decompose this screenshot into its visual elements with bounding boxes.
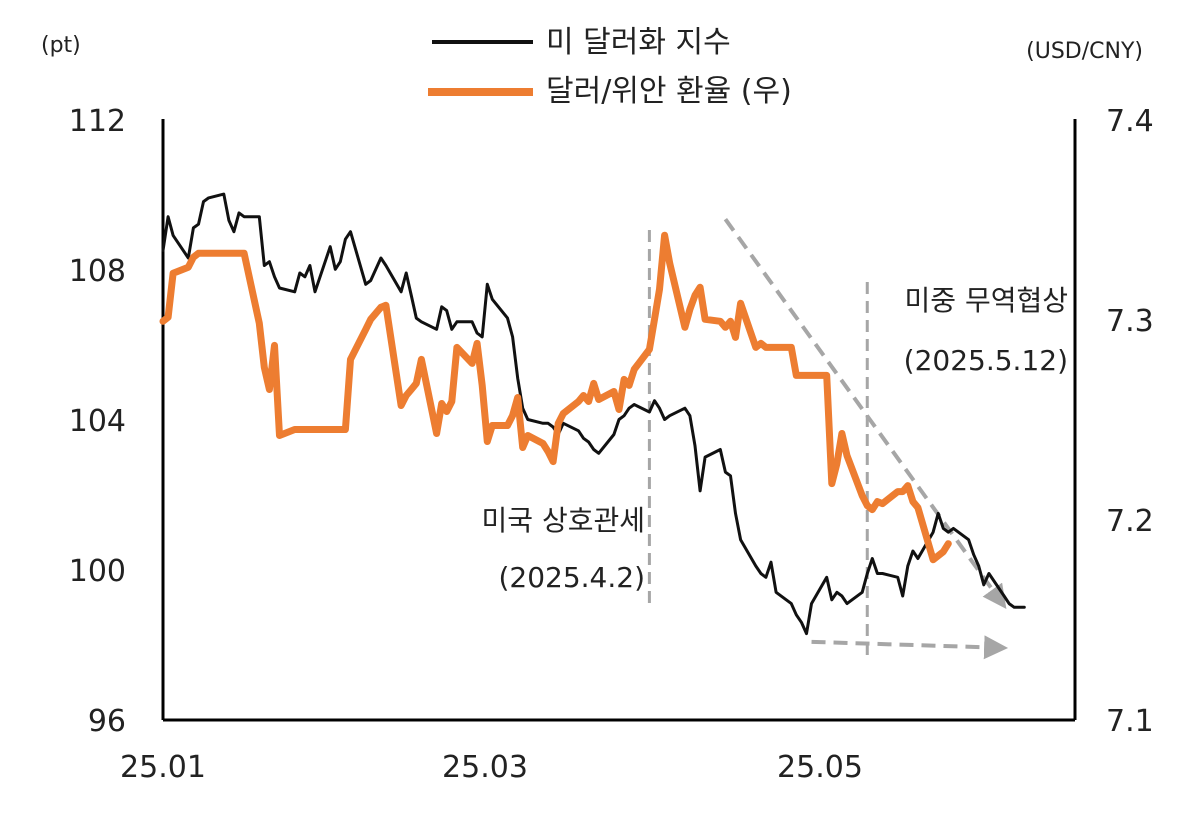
left-axis-unit: (pt) xyxy=(41,33,81,58)
right-axis-unit: (USD/CNY) xyxy=(1026,39,1143,64)
series-layer xyxy=(159,192,1026,636)
x-tick-labels: 25.01 25.03 25.05 xyxy=(120,750,863,785)
x-tick-label: 25.05 xyxy=(777,750,863,785)
right-tick-label: 7.1 xyxy=(1106,704,1154,739)
left-tick-label: 100 xyxy=(69,554,126,589)
legend-label-dxy: 미 달러화 지수 xyxy=(546,25,731,60)
x-tick-label: 25.03 xyxy=(442,750,528,785)
annotation-date-trade-talks: (2025.5.12) xyxy=(904,344,1068,377)
x-tick-label: 25.01 xyxy=(120,750,206,785)
annotation-layer xyxy=(647,217,1009,660)
right-tick-label: 7.3 xyxy=(1106,304,1154,339)
annotation-label-trade-talks: 미중 무역협상 xyxy=(905,284,1068,317)
left-tick-labels: 112 108 104 100 96 xyxy=(69,104,126,739)
right-tick-label: 7.4 xyxy=(1106,104,1154,139)
legend-label-cny: 달러/위안 환율 (우) xyxy=(546,74,792,109)
annotation-date-tariff: (2025.4.2) xyxy=(498,561,645,594)
trend-arrow xyxy=(723,217,1007,610)
right-tick-labels: 7.4 7.3 7.2 7.1 xyxy=(1106,104,1154,739)
left-tick-label: 108 xyxy=(69,254,126,289)
left-tick-label: 112 xyxy=(69,104,126,139)
right-tick-label: 7.2 xyxy=(1106,504,1154,539)
series-line-usdcny xyxy=(159,231,952,564)
series-line-dxy xyxy=(161,192,1026,636)
trend-arrow xyxy=(811,635,1009,660)
annotation-label-tariff: 미국 상호관세 xyxy=(482,504,645,537)
left-tick-label: 104 xyxy=(69,404,126,439)
left-tick-label: 96 xyxy=(88,704,126,739)
legend: 미 달러화 지수 달러/위안 환율 (우) xyxy=(428,25,792,109)
